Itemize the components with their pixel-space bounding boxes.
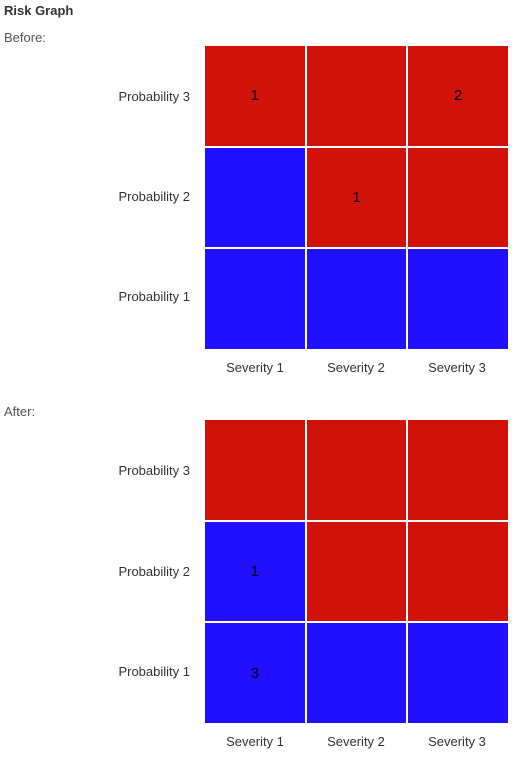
before-section-label: Before: [4, 30, 46, 45]
after-col-label-severity-2: Severity 2 [327, 734, 385, 749]
before-cell-probability-2-severity-2: 1 [306, 147, 407, 248]
before-cell-probability-1-severity-1 [205, 249, 305, 349]
before-col-label-severity-1: Severity 1 [226, 360, 284, 375]
before-cell-probability-2-severity-1 [205, 147, 305, 248]
after-cell-probability-2-severity-1: 1 [205, 521, 305, 622]
after-cell-probability-1-severity-3 [408, 623, 508, 723]
after-cell-probability-3-severity-1 [205, 420, 305, 520]
before-col-label-severity-2: Severity 2 [327, 360, 385, 375]
after-cell-probability-2-severity-3 [408, 521, 508, 622]
before-cell-probability-2-severity-3 [408, 147, 508, 248]
before-cell-probability-1-severity-3 [408, 249, 508, 349]
before-row-label-probability-3: Probability 3 [118, 89, 190, 104]
before-cell-probability-3-severity-3: 2 [408, 46, 508, 146]
after-row-label-probability-2: Probability 2 [118, 564, 190, 579]
after-cell-probability-3-severity-3 [408, 420, 508, 520]
after-cell-probability-2-severity-2 [306, 521, 407, 622]
after-cell-probability-1-severity-1: 3 [205, 623, 305, 723]
before-row-label-probability-1: Probability 1 [118, 289, 190, 304]
after-row-label-probability-1: Probability 1 [118, 664, 190, 679]
before-col-label-severity-3: Severity 3 [428, 360, 486, 375]
before-row-label-probability-2: Probability 2 [118, 189, 190, 204]
after-row-label-probability-3: Probability 3 [118, 463, 190, 478]
before-cell-probability-3-severity-2 [306, 46, 407, 146]
before-cell-probability-3-severity-1: 1 [205, 46, 305, 146]
after-cell-probability-1-severity-2 [306, 623, 407, 723]
after-section-label: After: [4, 404, 36, 419]
after-col-label-severity-3: Severity 3 [428, 734, 486, 749]
page-title: Risk Graph [4, 3, 74, 18]
after-col-label-severity-1: Severity 1 [226, 734, 284, 749]
after-cell-probability-3-severity-2 [306, 420, 407, 520]
before-cell-probability-1-severity-2 [306, 249, 407, 349]
